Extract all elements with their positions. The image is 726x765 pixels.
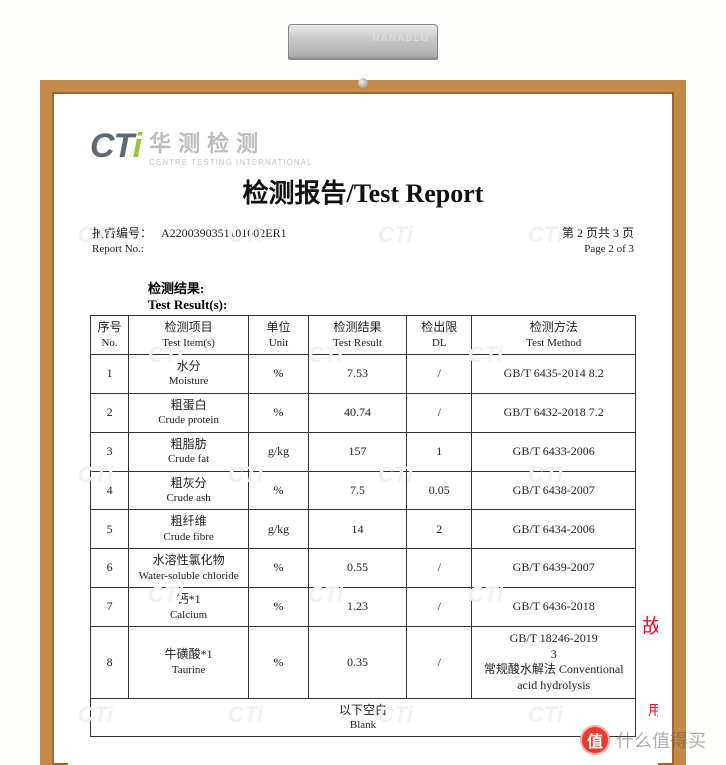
- section-label: 检测结果: Test Result(s):: [90, 278, 636, 313]
- company-logo: CTi 华测检测 CENTRE TESTING INTERNATIONAL: [90, 126, 636, 167]
- section-label-en: Test Result(s):: [148, 297, 227, 312]
- report-page: CTi CTi CTi CTi CTi CTi CTi CTi CTi CTi …: [68, 102, 658, 765]
- report-no-label-cn: 报告编号：: [92, 226, 152, 240]
- table-body: 1水分Moisture%7.53/GB/T 6435-2014 8.22粗蛋白C…: [91, 354, 636, 737]
- report-title: 检测报告/Test Report: [90, 173, 636, 210]
- table-row: 6水溶性氯化物Water-soluble chloride%0.55/GB/T …: [91, 549, 636, 588]
- table-row: 8牛磺酸*1Taurine%0.35/GB/T 18246-20193常规酸水解…: [91, 627, 636, 698]
- table-row: 3粗脂肪Crude fatg/kg1571GB/T 6433-2006: [91, 432, 636, 471]
- table-header: 序号No. 检测项目Test Item(s) 单位Unit 检测结果Test R…: [91, 316, 636, 355]
- clipboard-clip: [273, 0, 453, 30]
- clipboard-frame: CTi CTi CTi CTi CTi CTi CTi CTi CTi CTi …: [40, 80, 686, 765]
- table-blank-row: 以下空白Blank: [91, 698, 636, 737]
- footer-badge: 值 什么值得买: [580, 725, 706, 755]
- table-row: 4粗灰分Crude ash%7.50.05GB/T 6438-2007: [91, 471, 636, 510]
- report-no-value: A2200390351101002ER1: [161, 226, 287, 240]
- table-row: 1水分Moisture%7.53/GB/T 6435-2014 8.2: [91, 354, 636, 393]
- report-no-label-en: Report No.:: [92, 243, 144, 255]
- badge-text: 什么值得买: [616, 727, 706, 753]
- report-meta: 报告编号： A2200390351101002ER1 Report No.: 第…: [90, 224, 636, 256]
- logo-name-cn: 华测检测: [149, 126, 312, 158]
- logo-name-en: CENTRE TESTING INTERNATIONAL: [149, 158, 312, 167]
- table-row: 7钙*1Calcium%1.23/GB/T 6436-2018: [91, 588, 636, 627]
- red-stamp-1: 故: [642, 610, 658, 639]
- logo-mark-right: i: [133, 127, 141, 165]
- results-table: 序号No. 检测项目Test Item(s) 单位Unit 检测结果Test R…: [90, 315, 636, 737]
- page-info-en: Page 2 of 3: [584, 243, 634, 255]
- red-stamp-2: 用: [648, 700, 658, 720]
- section-label-cn: 检测结果:: [148, 281, 204, 296]
- table-row: 5粗纤维Crude fibreg/kg142GB/T 6434-2006: [91, 510, 636, 549]
- badge-coin: 值: [580, 725, 610, 755]
- page-info-cn: 第 2 页共 3 页: [562, 226, 634, 240]
- logo-mark-left: CT: [90, 127, 133, 165]
- table-row: 2粗蛋白Crude protein%40.74/GB/T 6432-2018 7…: [91, 393, 636, 432]
